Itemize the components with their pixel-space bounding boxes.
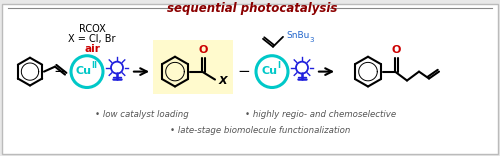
Text: • low catalyst loading: • low catalyst loading [95,110,189,119]
Text: • highly regio- and chemoselective: • highly regio- and chemoselective [245,110,396,119]
Text: • late-stage biomolecule functionalization: • late-stage biomolecule functionalizati… [170,126,350,135]
Text: −: − [54,64,66,79]
Text: air: air [84,44,100,54]
Text: RCOX: RCOX [78,24,106,34]
Text: O: O [198,45,207,55]
Text: II: II [91,61,97,70]
Text: 3: 3 [309,37,314,43]
Text: X = Cl, Br: X = Cl, Br [68,34,116,44]
Circle shape [111,62,123,74]
Text: O: O [392,45,400,55]
Text: sequential photocatalysis: sequential photocatalysis [167,2,337,15]
Circle shape [296,62,308,74]
Text: −: − [238,64,250,79]
Text: SnBu: SnBu [286,31,310,40]
FancyBboxPatch shape [2,4,498,154]
Text: Cu: Cu [261,66,277,76]
Text: X: X [219,76,228,85]
Text: I: I [278,61,280,70]
FancyBboxPatch shape [153,40,233,94]
Text: Cu: Cu [76,66,92,76]
